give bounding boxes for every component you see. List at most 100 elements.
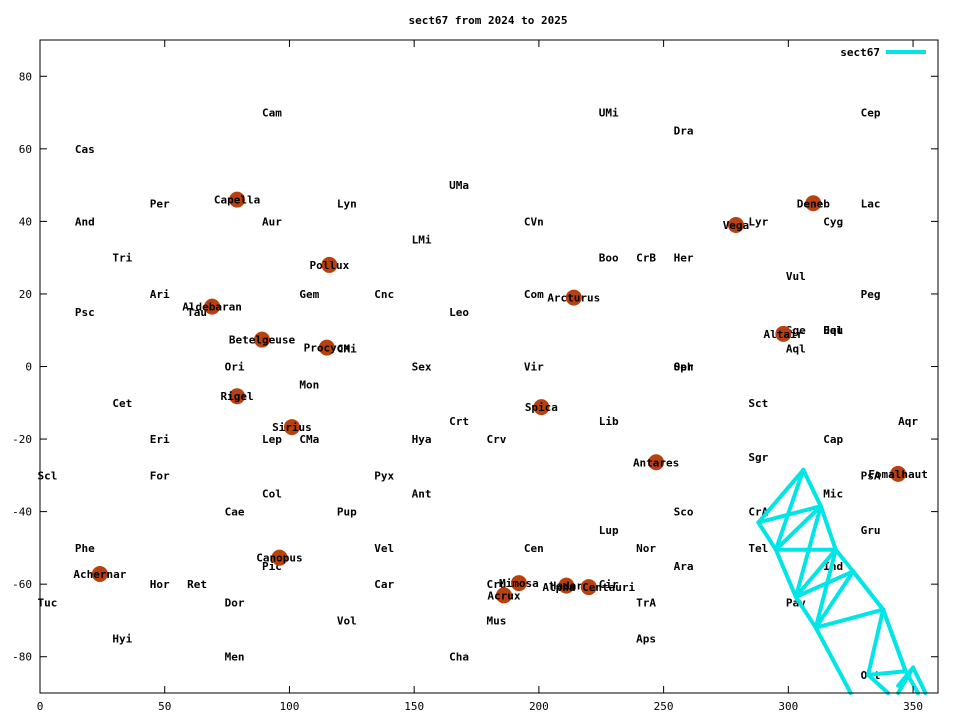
star-point bbox=[229, 191, 246, 208]
star-point bbox=[558, 577, 575, 594]
constellation-label: Per bbox=[150, 197, 170, 210]
constellation-label: Aql bbox=[786, 342, 806, 355]
x-tick-label: 250 bbox=[654, 700, 674, 713]
series-segment bbox=[756, 467, 806, 525]
constellation-label: Ari bbox=[150, 288, 170, 301]
star-point bbox=[254, 331, 271, 348]
constellation-label: Ara bbox=[674, 560, 694, 573]
constellation-label: Sct bbox=[748, 397, 768, 410]
constellation-label: Mon bbox=[299, 379, 319, 392]
constellation-label: Tel bbox=[748, 542, 768, 555]
constellation-label: Hor bbox=[150, 578, 170, 591]
constellation-label: Hyi bbox=[112, 633, 132, 646]
star-point bbox=[495, 587, 512, 604]
constellation-label: LMi bbox=[412, 234, 432, 247]
x-tick-label: 0 bbox=[37, 700, 44, 713]
constellation-label: Lib bbox=[599, 415, 619, 428]
constellation-label: TrA bbox=[636, 596, 656, 609]
series-segment bbox=[773, 504, 823, 552]
constellation-label: Ori bbox=[225, 361, 245, 374]
star-label: Altair bbox=[763, 328, 803, 341]
series-segment bbox=[793, 569, 856, 599]
constellation-label: Cas bbox=[75, 143, 95, 156]
constellation-label: Equ bbox=[823, 324, 843, 337]
y-tick-label: -40 bbox=[12, 506, 32, 519]
constellation-label: Aur bbox=[262, 215, 282, 228]
constellation-label: Lep bbox=[262, 433, 282, 446]
constellation-label: Cam bbox=[262, 107, 282, 120]
series-segment bbox=[866, 607, 886, 677]
constellation-label: UMi bbox=[599, 107, 619, 120]
series-segment bbox=[813, 607, 886, 630]
series-segment bbox=[813, 569, 856, 630]
constellation-label: Dor bbox=[225, 596, 245, 609]
constellation-label: Lyn bbox=[337, 197, 357, 210]
y-tick-label: 0 bbox=[25, 361, 32, 374]
star-label: Vega bbox=[723, 219, 750, 232]
constellation-label: UMa bbox=[449, 179, 469, 192]
constellation-label: Del bbox=[823, 324, 843, 337]
star-label: Spica bbox=[525, 401, 558, 414]
y-tick-label: 40 bbox=[19, 215, 32, 228]
constellation-label: Car bbox=[374, 578, 394, 591]
constellation-label: Leo bbox=[449, 306, 469, 319]
star-label: Sirius bbox=[272, 421, 312, 434]
constellation-label: Gem bbox=[299, 288, 319, 301]
constellation-label: Cnc bbox=[374, 288, 394, 301]
constellation-label: Cep bbox=[861, 107, 881, 120]
star-label: Alpha Centauri bbox=[542, 581, 635, 594]
star-point bbox=[283, 419, 300, 436]
star-point bbox=[510, 575, 527, 592]
constellation-label: Gru bbox=[861, 524, 881, 537]
constellation-label: Vol bbox=[337, 614, 357, 627]
constellation-label: Nor bbox=[636, 542, 656, 555]
constellation-label: Mic bbox=[823, 487, 843, 500]
star-label: Aldebaran bbox=[182, 301, 242, 314]
constellation-label: Vel bbox=[374, 542, 394, 555]
star-point bbox=[565, 289, 582, 306]
constellation-label: Men bbox=[225, 651, 245, 664]
series-sect67 bbox=[756, 467, 928, 695]
series-segment bbox=[911, 665, 928, 695]
x-tick-label: 350 bbox=[903, 700, 923, 713]
constellation-label: Cyg bbox=[823, 215, 843, 228]
constellation-label: Ret bbox=[187, 578, 207, 591]
x-tick-label: 300 bbox=[778, 700, 798, 713]
y-tick-label: -20 bbox=[12, 433, 32, 446]
constellation-label: Lup bbox=[599, 524, 619, 537]
y-tick-label: 60 bbox=[19, 143, 32, 156]
y-tick-label: -80 bbox=[12, 651, 32, 664]
star-label: Achernar bbox=[73, 568, 126, 581]
star-point bbox=[318, 339, 335, 356]
series-segment bbox=[813, 625, 853, 695]
constellation-label: Tau bbox=[187, 306, 207, 319]
constellation-label: PsA bbox=[861, 469, 881, 482]
star-label: Hadar bbox=[550, 580, 583, 593]
star-label: Pollux bbox=[309, 259, 349, 272]
constellation-label: Tuc bbox=[38, 596, 58, 609]
star-point bbox=[580, 579, 597, 596]
constellation-label: Phe bbox=[75, 542, 95, 555]
star-label: Deneb bbox=[797, 197, 830, 210]
star-point bbox=[204, 298, 221, 315]
series-segment bbox=[793, 547, 838, 599]
constellation-label: CrB bbox=[636, 252, 656, 265]
constellation-label: Lyr bbox=[748, 215, 768, 228]
constellation-label: Aqr bbox=[898, 415, 918, 428]
constellation-label: Dra bbox=[674, 125, 694, 138]
constellation-label: Ant bbox=[412, 487, 432, 500]
star-point bbox=[271, 549, 288, 566]
constellation-label: Crt bbox=[449, 415, 469, 428]
series-segment bbox=[756, 520, 778, 552]
constellation-label: Com bbox=[524, 288, 544, 301]
constellation-label: Pyx bbox=[374, 469, 394, 482]
constellation-label: Ser bbox=[674, 361, 694, 374]
star-label: Procyon bbox=[304, 342, 350, 355]
constellation-label: Cha bbox=[449, 651, 469, 664]
series-segment bbox=[793, 594, 818, 630]
series-segment bbox=[833, 547, 856, 574]
axis-ticks: 0 50 100 150 200 250 300 350 -80 -60 -40 -20 0 20 40 60… bbox=[12, 40, 938, 713]
constellation-label: Sex bbox=[412, 361, 432, 374]
constellation-label: Oph bbox=[674, 361, 694, 374]
